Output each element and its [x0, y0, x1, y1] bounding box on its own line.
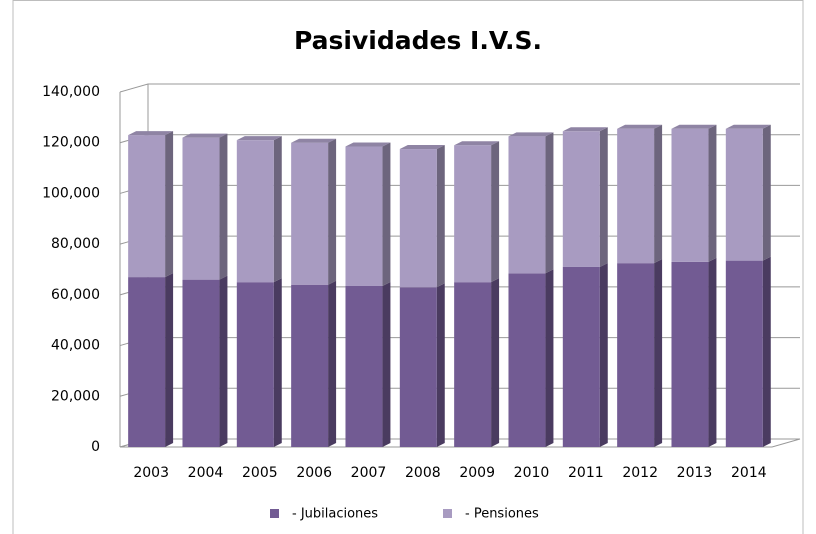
bar-top [236, 136, 282, 141]
bar-side [599, 262, 608, 447]
grid-line [119, 83, 800, 93]
bar-side [273, 278, 282, 447]
x-tick-label: 2009 [459, 465, 495, 481]
bar-side [382, 281, 391, 447]
bar [128, 135, 166, 278]
y-tick-label: 40,000 [51, 338, 100, 354]
bar-side [654, 259, 663, 447]
bar-side [328, 280, 337, 447]
bar-top [128, 131, 174, 136]
bar-side [654, 124, 663, 264]
bar-side [545, 132, 554, 274]
x-tick-label: 2012 [622, 465, 658, 481]
y-tick-label: 120,000 [42, 135, 100, 151]
x-tick-label: 2013 [677, 465, 713, 481]
bar-top [454, 141, 500, 146]
y-tick-label: 140,000 [42, 84, 100, 100]
bar-side [273, 136, 282, 283]
y-tick-label: 20,000 [51, 388, 100, 404]
bar-side [491, 278, 500, 447]
bar-side [382, 142, 391, 286]
bar-side [165, 273, 174, 447]
bar-top [617, 124, 663, 129]
bar [345, 285, 383, 447]
bar [562, 131, 600, 267]
bar [345, 146, 383, 286]
bar [236, 282, 274, 447]
bar [617, 128, 655, 264]
bar-side [708, 124, 717, 262]
x-tick-label: 2008 [405, 465, 441, 481]
bar-side [436, 145, 445, 288]
y-tick-label: 0 [91, 439, 100, 455]
bar [291, 142, 329, 285]
x-tick-label: 2006 [296, 465, 332, 481]
x-tick-label: 2005 [242, 465, 278, 481]
bar [454, 282, 492, 447]
bar [182, 279, 220, 447]
bar [725, 260, 763, 447]
bar-side [219, 133, 228, 280]
bar-side [762, 256, 771, 447]
x-tick-label: 2014 [731, 465, 767, 481]
x-tick-label: 2004 [188, 465, 224, 481]
x-tick-label: 2011 [568, 465, 604, 481]
x-tick-label: 2003 [133, 465, 169, 481]
bar [617, 263, 655, 447]
bar [454, 145, 492, 283]
bar-top [182, 133, 228, 138]
y-tick-label: 80,000 [51, 236, 100, 252]
bar-side [708, 257, 717, 447]
y-tick-label: 100,000 [42, 185, 100, 201]
bar-side [599, 127, 608, 267]
bar-top [291, 138, 337, 143]
bar [671, 128, 709, 262]
y-tick-label: 60,000 [51, 287, 100, 303]
bar [236, 140, 274, 283]
bar-side [328, 138, 337, 285]
bar-top [508, 132, 554, 137]
x-tick-label: 2007 [351, 465, 387, 481]
bar [508, 273, 546, 447]
bar [725, 128, 763, 261]
legend-label: - Pensiones [465, 507, 539, 522]
bar [508, 136, 546, 274]
legend-swatch [443, 509, 452, 518]
bar [399, 149, 437, 288]
bar-side [545, 269, 554, 447]
bar [671, 261, 709, 447]
bar [128, 277, 166, 447]
bar-top [562, 127, 608, 132]
bar [562, 266, 600, 447]
bar-top [671, 124, 717, 129]
bar-side [219, 275, 228, 447]
legend-label: - Jubilaciones [292, 507, 378, 522]
bar-top [725, 124, 771, 129]
bar [182, 137, 220, 280]
bar [291, 284, 329, 447]
bar-side [165, 131, 174, 278]
chart-title: Pasividades I.V.S. [294, 26, 542, 55]
bar-side [762, 124, 771, 261]
bar-side [436, 283, 445, 447]
x-tick-label: 2010 [514, 465, 550, 481]
legend-swatch [270, 509, 279, 518]
bar [399, 287, 437, 447]
bar-top [399, 145, 445, 150]
bar-side [491, 141, 500, 283]
bar-top [345, 142, 391, 147]
